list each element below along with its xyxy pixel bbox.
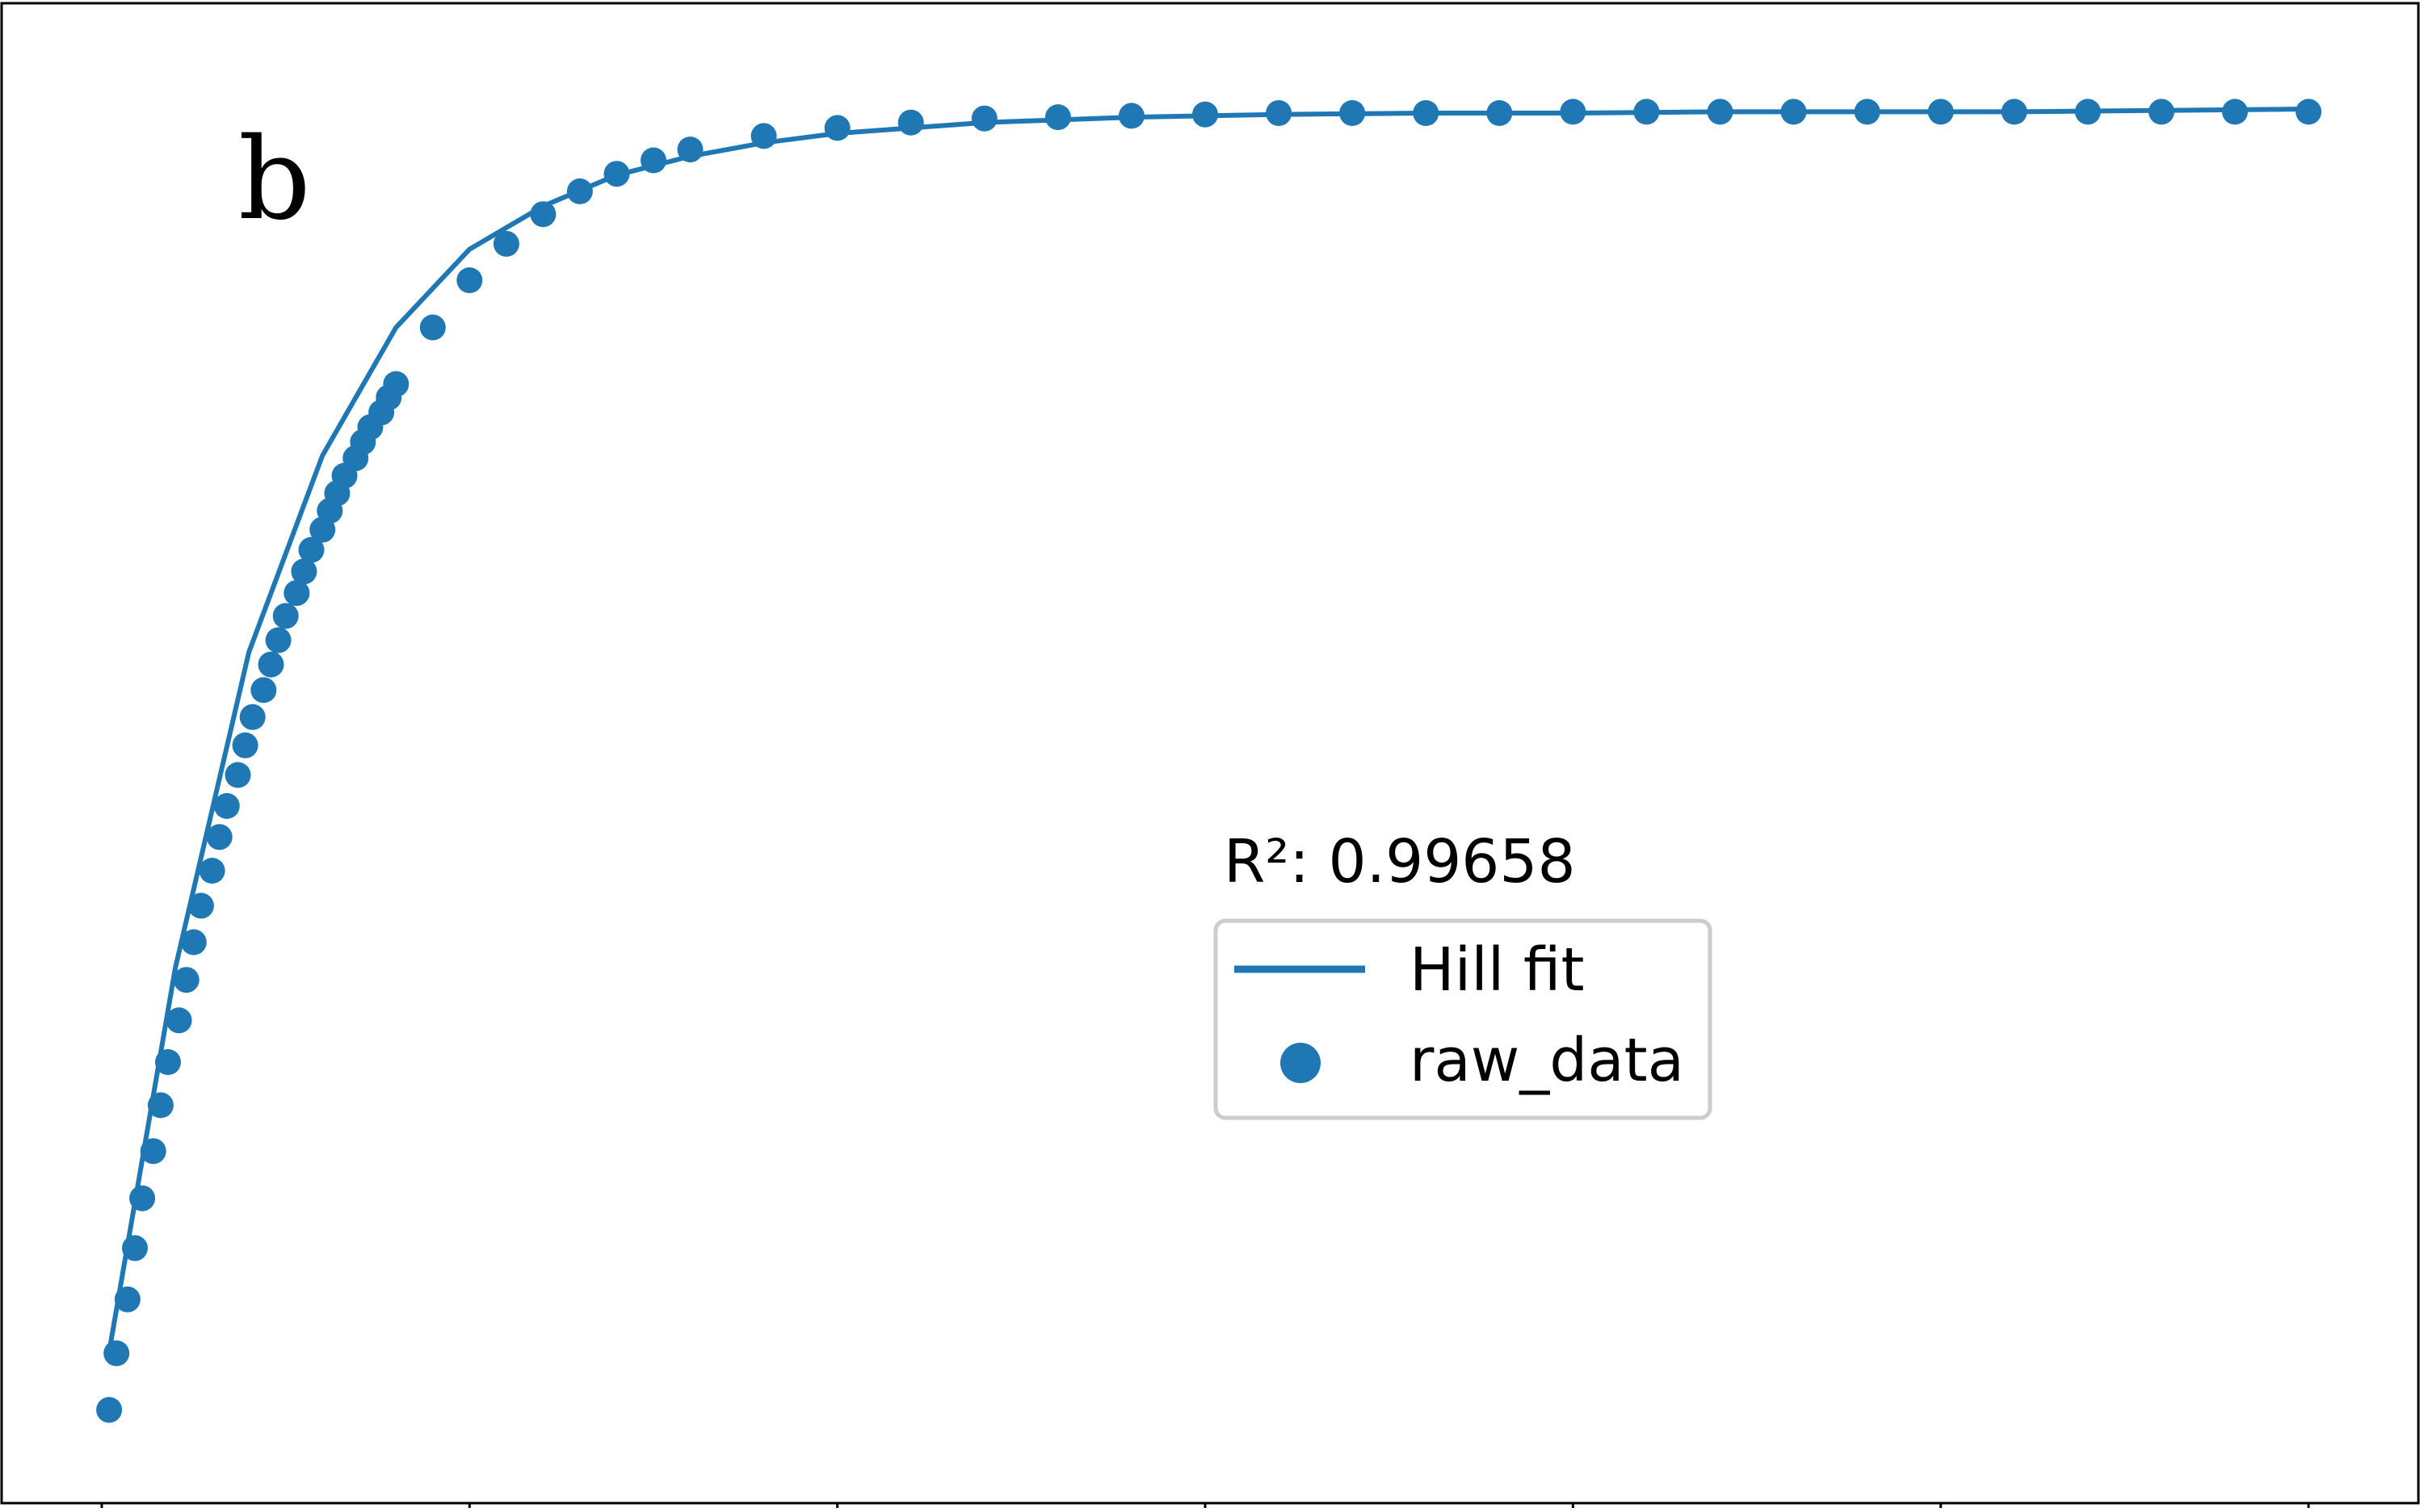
raw-data-point [566, 178, 593, 204]
raw-data-point [239, 704, 266, 730]
legend-marker-swatch [1280, 1043, 1321, 1083]
raw-data-point [2001, 99, 2027, 125]
raw-data-point [114, 1286, 141, 1312]
raw-data-point [199, 858, 225, 884]
raw-data-point [1560, 99, 1586, 125]
raw-data-point [213, 792, 240, 819]
raw-data-point [272, 603, 299, 629]
legend-label-raw-data: raw_data [1410, 1026, 1684, 1095]
raw-data-point [258, 651, 284, 678]
raw-data-point [1927, 99, 1954, 125]
raw-data-point [1339, 100, 1366, 126]
raw-data-point [641, 147, 666, 174]
raw-data-point [2148, 99, 2174, 125]
raw-data-point [456, 267, 483, 293]
raw-data-point [1633, 99, 1660, 125]
raw-data-point [122, 1235, 148, 1262]
raw-data-point [1486, 100, 1513, 126]
raw-data-point [493, 230, 519, 257]
raw-data-point [140, 1138, 166, 1165]
raw-data-point [166, 1007, 192, 1034]
raw-data-point [530, 201, 557, 228]
raw-data-point [291, 558, 317, 585]
raw-data-point [1413, 100, 1439, 126]
raw-data-point [180, 929, 207, 956]
raw-data-point [2221, 99, 2248, 125]
raw-data-point [1192, 101, 1218, 128]
raw-data-point [603, 161, 630, 187]
raw-data-point [1044, 104, 1071, 131]
raw-data-point [284, 580, 310, 607]
raw-data-point [1118, 103, 1145, 129]
legend: Hill fit raw_data [1213, 918, 1712, 1120]
raw-data-point [677, 136, 704, 163]
raw-data-point [1854, 99, 1880, 125]
raw-data-point [824, 115, 851, 141]
raw-data-point [2296, 99, 2321, 125]
raw-data-point [1266, 100, 1292, 126]
raw-data-point [1707, 99, 1733, 125]
legend-label-hill-fit: Hill fit [1410, 935, 1584, 1005]
raw-data-point [897, 109, 924, 136]
raw-data-point [750, 123, 777, 149]
raw-data-point [103, 1340, 130, 1367]
raw-data-point [225, 762, 251, 788]
raw-data-point [96, 1396, 123, 1423]
series-layer [96, 99, 2321, 1423]
raw-data-point [971, 105, 998, 132]
raw-data-point [1780, 99, 1807, 125]
raw-data-point [147, 1092, 174, 1119]
raw-data-point [232, 732, 258, 758]
raw-data-point [298, 536, 325, 563]
raw-data-point [383, 371, 410, 397]
raw-data-point [129, 1185, 156, 1212]
r-squared-annotation: R²: 0.99658 [1224, 827, 1576, 897]
raw-data-point [2074, 99, 2101, 125]
raw-data-point [265, 627, 292, 653]
panel-label: b [238, 114, 311, 246]
raw-data-point [206, 824, 233, 850]
raw-data-point [419, 314, 446, 341]
x-axis-ticks [100, 1503, 2310, 1508]
raw-data-point [155, 1049, 181, 1075]
raw-data-point [250, 677, 277, 704]
raw-data-point [187, 892, 214, 919]
raw-data-point [173, 967, 200, 993]
